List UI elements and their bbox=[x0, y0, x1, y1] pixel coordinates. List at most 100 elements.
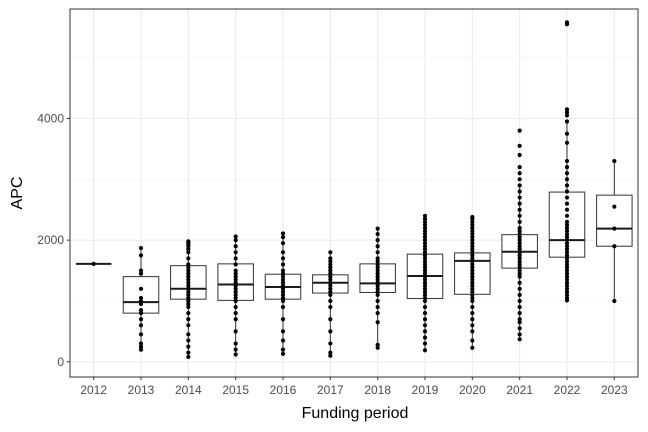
data-point-2012 bbox=[91, 261, 96, 266]
data-point-2022 bbox=[564, 277, 570, 282]
data-point-2014 bbox=[186, 283, 191, 288]
data-point-2015 bbox=[233, 341, 238, 346]
data-point-2020 bbox=[470, 298, 475, 304]
data-point-2021 bbox=[517, 201, 522, 206]
data-point-2016 bbox=[280, 292, 286, 297]
data-point-2021 bbox=[517, 183, 522, 188]
data-point-2016 bbox=[280, 234, 286, 240]
data-point-2020 bbox=[470, 262, 475, 267]
data-point-2015 bbox=[233, 286, 238, 291]
data-point-2022 bbox=[564, 289, 570, 294]
data-point-2021 bbox=[517, 171, 522, 176]
data-point-2020 bbox=[470, 247, 475, 252]
data-point-2022 bbox=[564, 113, 570, 118]
data-point-2019 bbox=[422, 274, 428, 279]
data-point-2017 bbox=[328, 292, 333, 297]
data-point-2021 bbox=[517, 238, 522, 243]
data-point-2020 bbox=[470, 256, 475, 261]
data-point-2016 bbox=[280, 304, 286, 310]
data-point-2019 bbox=[422, 244, 428, 249]
data-point-2014 bbox=[186, 350, 191, 355]
data-point-2015 bbox=[233, 274, 238, 279]
data-point-2020 bbox=[470, 214, 475, 220]
data-point-2018 bbox=[375, 250, 380, 255]
data-point-2019 bbox=[422, 253, 428, 258]
data-point-2014 bbox=[186, 265, 191, 270]
data-point-2018 bbox=[375, 244, 380, 249]
data-point-2014 bbox=[186, 317, 191, 322]
data-point-2021 bbox=[517, 286, 522, 291]
data-point-2016 bbox=[280, 351, 286, 356]
data-point-2018 bbox=[375, 345, 380, 350]
data-point-2016 bbox=[280, 277, 286, 282]
data-point-2022 bbox=[564, 280, 570, 285]
data-point-2022 bbox=[564, 177, 570, 182]
data-point-2022 bbox=[564, 183, 570, 188]
data-point-2019 bbox=[422, 286, 428, 291]
data-point-2017 bbox=[328, 265, 333, 270]
data-point-2021 bbox=[517, 241, 522, 246]
data-point-2018 bbox=[375, 283, 380, 288]
data-point-2018 bbox=[375, 298, 380, 304]
data-point-2020 bbox=[470, 274, 475, 279]
data-point-2020 bbox=[470, 286, 475, 291]
data-point-2020 bbox=[470, 280, 475, 285]
data-point-2018 bbox=[375, 268, 380, 273]
data-point-2017 bbox=[328, 304, 333, 310]
data-point-2020 bbox=[470, 283, 475, 288]
data-point-2019 bbox=[422, 304, 428, 310]
data-point-2019 bbox=[422, 219, 428, 224]
data-point-2019 bbox=[422, 250, 428, 255]
data-point-2017 bbox=[328, 274, 333, 279]
data-point-2021 bbox=[517, 337, 522, 342]
data-point-2014 bbox=[186, 289, 191, 294]
data-point-2020 bbox=[470, 292, 475, 297]
data-point-2019 bbox=[422, 213, 428, 218]
data-point-2019 bbox=[422, 225, 428, 231]
data-point-2018 bbox=[375, 289, 380, 294]
data-point-2014 bbox=[186, 286, 191, 291]
data-point-2022 bbox=[564, 295, 570, 301]
data-point-2014 bbox=[186, 247, 191, 252]
data-point-2016 bbox=[280, 256, 286, 261]
data-point-2021 bbox=[517, 311, 522, 316]
data-point-2014 bbox=[186, 268, 191, 273]
data-point-2016 bbox=[280, 286, 286, 291]
data-point-2015 bbox=[233, 262, 238, 267]
data-point-2017 bbox=[328, 350, 333, 355]
data-point-2020 bbox=[470, 228, 475, 234]
x-tick-label: 2018 bbox=[364, 383, 391, 397]
data-point-2017 bbox=[328, 259, 333, 264]
data-point-2015 bbox=[233, 352, 238, 357]
data-point-2022 bbox=[564, 213, 570, 218]
data-point-2015 bbox=[233, 271, 238, 276]
data-point-2014 bbox=[186, 298, 191, 304]
data-point-2021 bbox=[517, 250, 522, 255]
data-point-2015 bbox=[233, 304, 238, 310]
data-point-2019 bbox=[422, 265, 428, 270]
data-point-2021 bbox=[517, 262, 522, 267]
data-point-2021 bbox=[517, 317, 522, 322]
data-point-2017 bbox=[328, 298, 333, 304]
data-point-2018 bbox=[375, 320, 380, 325]
data-point-2023 bbox=[612, 204, 617, 209]
data-point-2021 bbox=[517, 219, 522, 224]
data-point-2022 bbox=[564, 241, 570, 246]
data-point-2020 bbox=[470, 295, 475, 301]
data-point-2020 bbox=[470, 244, 475, 249]
data-point-2021 bbox=[517, 128, 522, 133]
data-point-2022 bbox=[564, 207, 570, 212]
data-point-2015 bbox=[233, 298, 238, 304]
data-point-2021 bbox=[517, 304, 522, 310]
data-point-2021 bbox=[517, 320, 522, 325]
data-point-2015 bbox=[233, 250, 238, 255]
data-point-2015 bbox=[233, 234, 238, 239]
data-point-2019 bbox=[422, 262, 428, 267]
data-point-2017 bbox=[328, 268, 333, 273]
data-point-2019 bbox=[422, 259, 428, 264]
data-point-2019 bbox=[422, 268, 428, 273]
data-point-2017 bbox=[328, 256, 333, 261]
data-point-2017 bbox=[328, 329, 333, 334]
data-point-2016 bbox=[280, 347, 286, 352]
data-point-2015 bbox=[233, 329, 238, 334]
